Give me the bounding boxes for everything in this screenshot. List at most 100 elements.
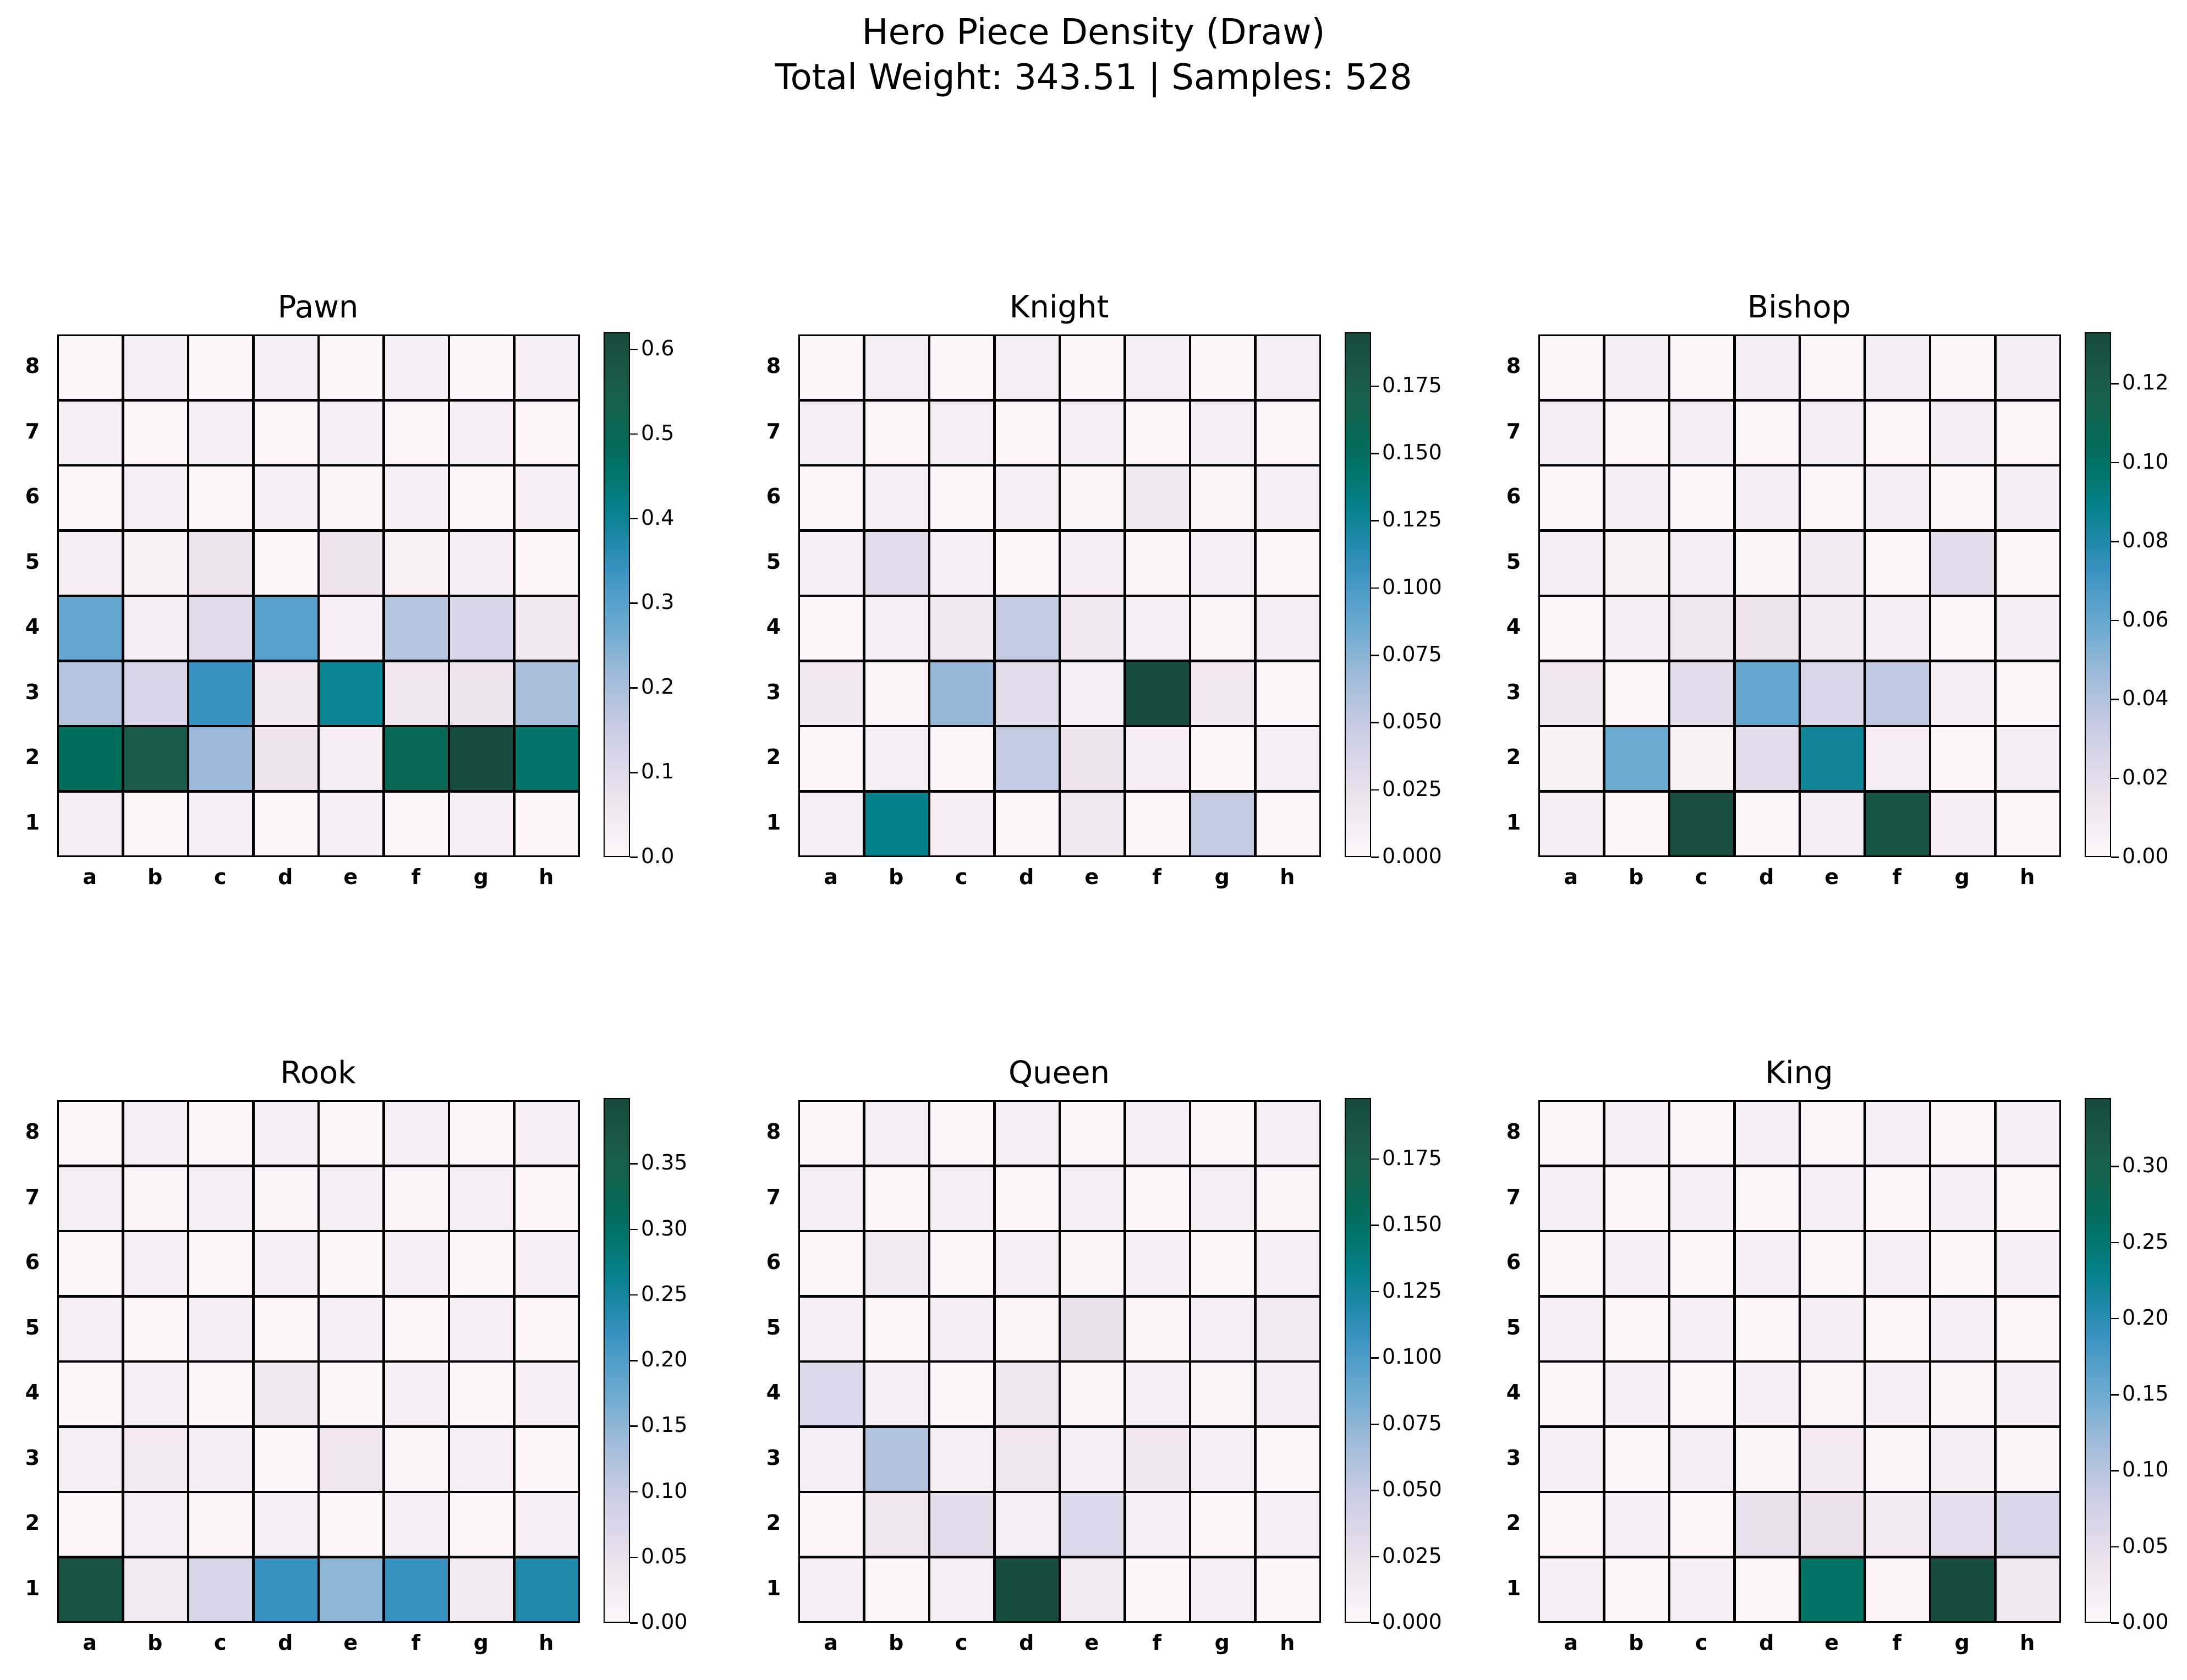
heatmap-cell	[448, 1165, 514, 1232]
heatmap-cell	[994, 1231, 1060, 1297]
heatmap-cell	[1930, 399, 1996, 466]
heatmap-cell	[1734, 790, 1800, 857]
heatmap-cell	[929, 1231, 995, 1297]
heatmap-cell	[798, 399, 864, 466]
file-label: a	[83, 865, 97, 889]
rank-label: 3	[25, 679, 40, 704]
heatmap-grid-queen	[798, 1100, 1321, 1623]
heatmap-cell	[1930, 1426, 1996, 1492]
heatmap-cell	[1254, 790, 1321, 857]
heatmap-cell	[318, 790, 384, 857]
heatmap-cell	[1538, 726, 1604, 792]
heatmap-cell	[1059, 465, 1125, 531]
file-label: a	[1564, 1630, 1578, 1655]
heatmap-cell	[863, 1426, 930, 1492]
colorbar-tick	[2111, 777, 2119, 779]
colorbar-tick-label: 0.150	[1382, 440, 1442, 465]
file-label: g	[1214, 865, 1230, 889]
colorbar-tick-label: 0.05	[641, 1544, 688, 1568]
file-label: e	[1084, 865, 1099, 889]
colorbar-tick-label: 0.1	[641, 759, 675, 784]
colorbar-tick-label: 0.20	[2122, 1305, 2169, 1330]
heatmap-cell	[1864, 1165, 1931, 1232]
heatmap-cell	[863, 1100, 930, 1166]
heatmap-cell	[929, 1295, 995, 1362]
heatmap-cell	[929, 465, 995, 531]
heatmap-cell	[1669, 465, 1735, 531]
file-label: c	[213, 1630, 227, 1655]
heatmap-cell	[1254, 530, 1321, 596]
heatmap-cell	[929, 1426, 995, 1492]
rank-label: 4	[1506, 1380, 1521, 1405]
heatmap-cell	[863, 1361, 930, 1427]
heatmap-cell	[1059, 1361, 1125, 1427]
heatmap-cell	[57, 1426, 123, 1492]
heatmap-cell	[1059, 1426, 1125, 1492]
rank-label: 7	[1506, 1184, 1521, 1209]
colorbar-tick	[1371, 1158, 1379, 1160]
heatmap-cell	[318, 399, 384, 466]
heatmap-cell	[188, 1295, 254, 1362]
colorbar-tick-label: 0.25	[2122, 1229, 2169, 1254]
heatmap-cell	[1124, 595, 1191, 661]
heatmap-cell	[253, 1426, 319, 1492]
heatmap-cell	[318, 530, 384, 596]
heatmap-cell	[513, 399, 580, 466]
heatmap-cell	[1124, 1361, 1191, 1427]
heatmap-cell	[383, 1426, 450, 1492]
heatmap-cell	[122, 530, 189, 596]
heatmap-cell	[57, 660, 123, 727]
file-label: b	[889, 1630, 904, 1655]
heatmap-cell	[1864, 595, 1931, 661]
rank-label: 8	[1506, 1119, 1521, 1144]
file-label: d	[1019, 865, 1034, 889]
heatmap-cell	[253, 530, 319, 596]
heatmap-cell	[1799, 465, 1865, 531]
heatmap-cell	[318, 1231, 384, 1297]
file-label: h	[539, 1630, 554, 1655]
heatmap-cell	[318, 1491, 384, 1557]
rank-label: 1	[1506, 1575, 1521, 1600]
heatmap-cell	[798, 334, 864, 400]
heatmap-cell	[1538, 595, 1604, 661]
file-label: c	[955, 1630, 968, 1655]
file-label: g	[473, 865, 489, 889]
heatmap-cell	[383, 399, 450, 466]
file-label: g	[1954, 1630, 1970, 1655]
heatmap-cell	[798, 1231, 864, 1297]
heatmap-cell	[1930, 1100, 1996, 1166]
rank-label: 1	[25, 1575, 40, 1600]
rank-label: 6	[25, 484, 40, 509]
heatmap-cell	[383, 660, 450, 727]
heatmap-cell	[122, 1165, 189, 1232]
rank-label: 8	[1506, 354, 1521, 378]
heatmap-cell	[994, 1165, 1060, 1232]
heatmap-cell	[513, 1361, 580, 1427]
heatmap-cell	[1930, 1165, 1996, 1232]
file-label: h	[2020, 1630, 2035, 1655]
heatmap-cell	[1059, 399, 1125, 466]
heatmap-grid-knight	[798, 334, 1321, 857]
heatmap-cell	[863, 1231, 930, 1297]
rank-label: 5	[25, 549, 40, 574]
file-label: e	[343, 1630, 358, 1655]
heatmap-cell	[1669, 334, 1735, 400]
heatmap-cell	[1669, 1165, 1735, 1232]
heatmap-cell	[448, 1556, 514, 1623]
heatmap-cell	[1669, 1231, 1735, 1297]
colorbar-tick-label: 0.10	[641, 1478, 688, 1503]
heatmap-cell	[253, 1165, 319, 1232]
heatmap-cell	[318, 1426, 384, 1492]
heatmap-cell	[798, 1556, 864, 1623]
rank-label: 5	[766, 549, 781, 574]
heatmap-cell	[513, 465, 580, 531]
heatmap-cell	[1190, 726, 1256, 792]
heatmap-cell	[318, 595, 384, 661]
colorbar-tick-label: 0.025	[1382, 776, 1442, 801]
heatmap-cell	[318, 726, 384, 792]
heatmap-cell	[863, 726, 930, 792]
heatmap-cell	[448, 334, 514, 400]
rank-label: 6	[1506, 1250, 1521, 1275]
heatmap-cell	[383, 530, 450, 596]
colorbar-tick	[630, 1163, 638, 1165]
